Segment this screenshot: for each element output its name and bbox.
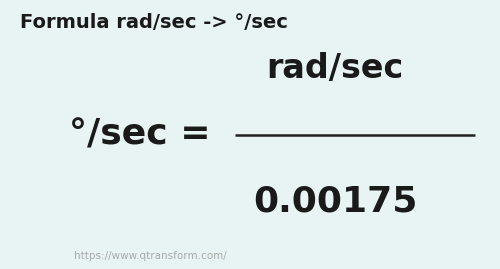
Text: 0.00175: 0.00175 [253,184,417,218]
Text: https://www.qtransform.com/: https://www.qtransform.com/ [74,251,227,261]
Text: Formula rad/sec -> °/sec: Formula rad/sec -> °/sec [20,13,288,33]
Text: rad/sec: rad/sec [266,52,404,85]
Text: °/sec =: °/sec = [69,118,211,151]
